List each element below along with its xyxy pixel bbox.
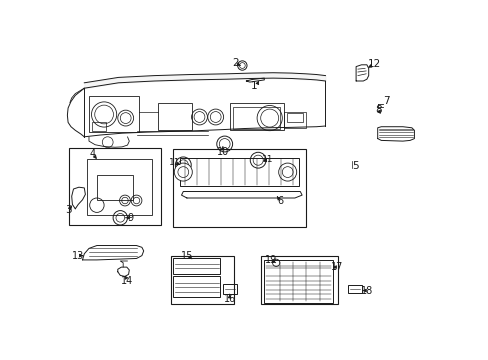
Bar — [347, 285, 361, 293]
Text: 3: 3 — [64, 204, 71, 215]
Bar — [260, 256, 337, 304]
Bar — [97, 175, 133, 200]
Text: 1: 1 — [251, 81, 257, 91]
Bar — [91, 122, 106, 131]
Bar — [89, 96, 139, 132]
Text: 13: 13 — [72, 251, 84, 261]
Text: 4: 4 — [89, 149, 96, 159]
Text: 14: 14 — [121, 276, 133, 286]
Circle shape — [174, 163, 192, 181]
Bar — [230, 103, 284, 130]
Bar — [87, 159, 151, 215]
Circle shape — [237, 61, 246, 70]
Bar — [172, 149, 305, 227]
Circle shape — [278, 163, 296, 181]
Bar — [69, 148, 160, 225]
Text: 11: 11 — [168, 158, 180, 167]
Bar — [286, 113, 303, 122]
Text: 9: 9 — [127, 213, 133, 223]
Bar — [158, 103, 192, 130]
Bar — [232, 107, 279, 129]
Text: 8: 8 — [374, 105, 381, 115]
Text: 11: 11 — [262, 155, 273, 163]
Bar — [179, 158, 298, 186]
Bar — [284, 112, 305, 128]
Text: 12: 12 — [366, 59, 380, 69]
Bar — [173, 276, 220, 297]
Text: 10: 10 — [216, 147, 228, 157]
Text: 18: 18 — [360, 285, 372, 296]
Text: 15: 15 — [181, 251, 193, 261]
Bar — [170, 256, 233, 304]
Text: 7: 7 — [382, 96, 388, 106]
Bar — [223, 284, 236, 294]
Text: 17: 17 — [330, 262, 343, 272]
Text: 5: 5 — [351, 161, 358, 171]
Text: 2: 2 — [232, 58, 239, 68]
Bar — [173, 258, 220, 274]
Bar — [264, 260, 332, 303]
Text: 6: 6 — [277, 196, 283, 206]
Text: 16: 16 — [223, 294, 235, 304]
Text: 19: 19 — [264, 255, 276, 265]
